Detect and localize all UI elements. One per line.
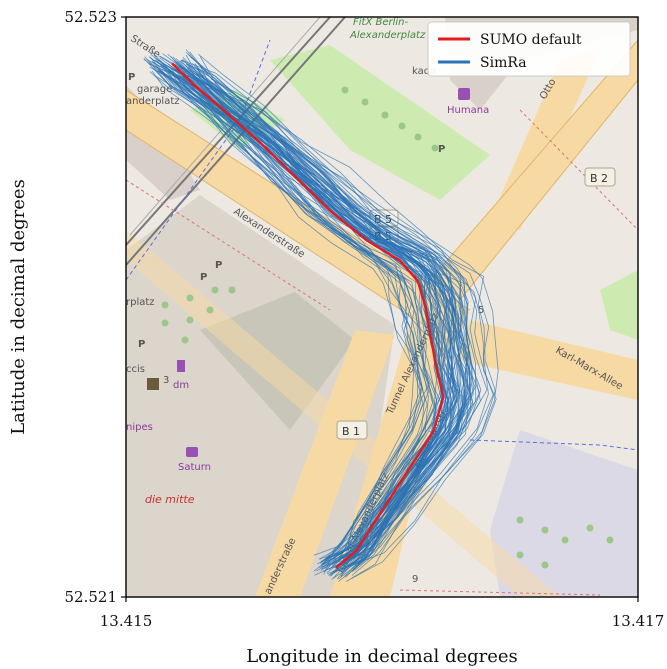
map-label-die-mitte: die mitte xyxy=(145,493,195,506)
x-tick-label: 13.415 xyxy=(100,612,153,630)
simra-trace xyxy=(149,56,423,559)
parking-icon: P xyxy=(200,272,207,283)
simra-trace xyxy=(182,70,472,582)
map-label-nine: 9 xyxy=(412,574,418,585)
svg-text:B 2: B 2 xyxy=(590,172,608,185)
map-label-fitx: FitX Berlin- xyxy=(353,17,408,28)
simra-trace xyxy=(149,71,424,572)
simra-trace xyxy=(154,59,467,566)
simra-trace xyxy=(170,56,444,564)
simra-trace xyxy=(157,59,469,564)
simra-trace xyxy=(149,61,430,572)
road-shield-b1: B 1 xyxy=(336,420,368,440)
simra-trace xyxy=(143,58,415,565)
y-tick-label: 52.523 xyxy=(65,8,118,26)
shop-icon xyxy=(458,88,470,100)
map-background xyxy=(126,17,638,597)
map-label-fitx2: Alexanderplatz xyxy=(349,30,426,41)
map-label-b5c: 5 xyxy=(478,305,484,316)
simra-trace xyxy=(159,55,460,561)
map-label-saturn: Saturn xyxy=(178,462,211,473)
y-axis-label: Latitude in decimal degrees xyxy=(8,179,29,435)
tv-icon xyxy=(186,447,198,457)
sumo-default-line xyxy=(171,62,445,569)
parking-icon: P xyxy=(215,260,222,271)
simra-trajectories xyxy=(143,49,499,582)
map-label-garage2: anderplatz xyxy=(126,96,180,107)
simra-trace xyxy=(189,51,482,565)
simra-trace xyxy=(155,58,423,560)
map-label-ccis: ccis xyxy=(126,364,145,375)
y-tick-label: 52.521 xyxy=(65,588,118,606)
legend: SUMO default SimRa xyxy=(427,21,631,77)
simra-trace xyxy=(192,70,474,576)
road-shield-b2: B 2 xyxy=(584,167,616,187)
simra-trace xyxy=(170,72,437,580)
camera-icon xyxy=(147,378,159,390)
svg-text:B 1: B 1 xyxy=(342,425,360,438)
parking-icon: P xyxy=(138,339,145,350)
map-label-nipes: nipes xyxy=(126,422,153,433)
pharmacy-icon xyxy=(177,360,185,372)
simra-trace xyxy=(181,59,490,565)
simra-trace xyxy=(171,66,425,573)
map-label-kada: kada xyxy=(412,66,436,77)
x-axis-label: Longitude in decimal degrees xyxy=(246,646,518,667)
map-label-dm: dm xyxy=(173,380,189,391)
legend-label-simra: SimRa xyxy=(480,55,527,71)
map-label-garage: garage xyxy=(137,84,172,95)
simra-trace xyxy=(197,67,499,567)
simra-trace xyxy=(174,69,474,570)
simra-trace xyxy=(150,53,440,556)
map-label-three: 3 xyxy=(163,375,169,386)
simra-trace xyxy=(177,61,462,569)
sumo-default-trajectory xyxy=(171,62,445,569)
x-tick-label: 13.417 xyxy=(612,612,665,630)
legend-label-sumo: SUMO default xyxy=(480,32,582,48)
map-label-rplatz: rplatz xyxy=(126,297,155,308)
simra-trace xyxy=(179,70,481,577)
parking-icon: P xyxy=(438,144,445,155)
parking-icon: P xyxy=(128,72,135,83)
simra-trace xyxy=(179,60,471,572)
plot-frame xyxy=(125,16,639,598)
map-label-humana: Humana xyxy=(447,105,489,116)
legend-box xyxy=(427,21,631,77)
